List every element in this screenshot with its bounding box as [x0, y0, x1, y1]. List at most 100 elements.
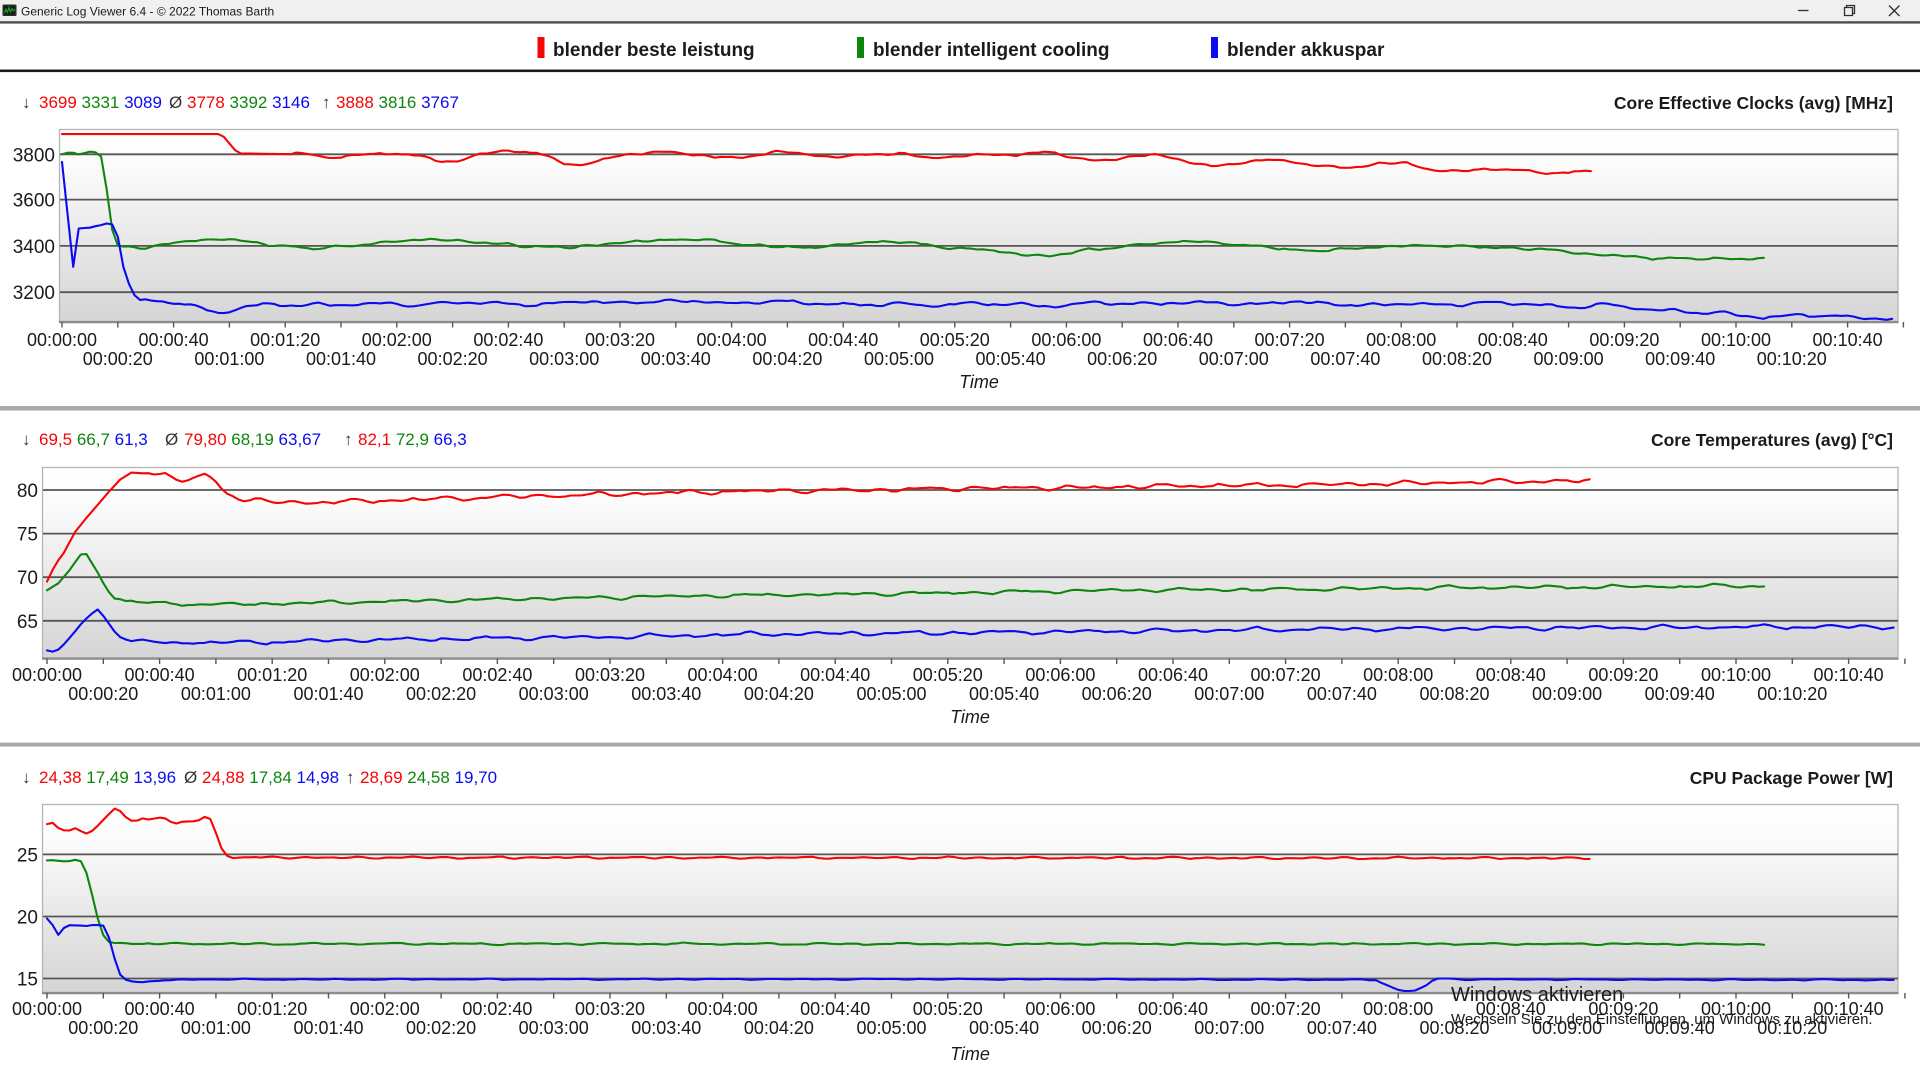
- svg-text:00:00:00: 00:00:00: [27, 330, 97, 350]
- svg-text:00:02:20: 00:02:20: [406, 1018, 476, 1038]
- svg-text:00:10:40: 00:10:40: [1814, 999, 1884, 1019]
- svg-text:00:03:20: 00:03:20: [575, 999, 645, 1019]
- svg-text:00:04:40: 00:04:40: [800, 665, 870, 685]
- svg-text:00:10:40: 00:10:40: [1814, 665, 1884, 685]
- svg-text:00:04:40: 00:04:40: [808, 330, 878, 350]
- svg-text:00:07:40: 00:07:40: [1310, 349, 1380, 369]
- svg-text:00:03:00: 00:03:00: [519, 684, 589, 704]
- svg-text:00:00:40: 00:00:40: [125, 665, 195, 685]
- svg-text:00:01:20: 00:01:20: [237, 999, 307, 1019]
- svg-text:3400: 3400: [13, 237, 55, 258]
- svg-text:00:05:00: 00:05:00: [856, 684, 926, 704]
- svg-text:00:04:00: 00:04:00: [688, 665, 758, 685]
- svg-text:00:06:00: 00:06:00: [1025, 665, 1095, 685]
- svg-text:00:03:20: 00:03:20: [585, 330, 655, 350]
- svg-text:00:08:40: 00:08:40: [1476, 999, 1546, 1019]
- svg-text:70: 70: [17, 568, 38, 589]
- svg-text:00:09:00: 00:09:00: [1534, 349, 1604, 369]
- svg-text:00:10:00: 00:10:00: [1701, 665, 1771, 685]
- svg-text:00:04:00: 00:04:00: [697, 330, 767, 350]
- svg-text:00:08:00: 00:08:00: [1366, 330, 1436, 350]
- svg-text:00:00:20: 00:00:20: [83, 349, 153, 369]
- svg-text:00:08:20: 00:08:20: [1419, 1018, 1489, 1038]
- svg-text:00:03:40: 00:03:40: [641, 349, 711, 369]
- svg-text:00:01:40: 00:01:40: [306, 349, 376, 369]
- svg-text:15: 15: [17, 970, 38, 991]
- svg-text:00:04:20: 00:04:20: [752, 349, 822, 369]
- svg-text:00:07:20: 00:07:20: [1255, 330, 1325, 350]
- svg-text:00:09:40: 00:09:40: [1645, 349, 1715, 369]
- svg-text:00:06:20: 00:06:20: [1087, 349, 1157, 369]
- svg-text:00:10:20: 00:10:20: [1757, 1018, 1827, 1038]
- svg-text:00:10:20: 00:10:20: [1757, 349, 1827, 369]
- svg-text:75: 75: [17, 525, 38, 546]
- svg-text:00:06:40: 00:06:40: [1138, 999, 1208, 1019]
- svg-text:00:03:00: 00:03:00: [529, 349, 599, 369]
- svg-text:00:07:20: 00:07:20: [1251, 999, 1321, 1019]
- svg-text:00:00:40: 00:00:40: [139, 330, 209, 350]
- svg-text:Windows aktivieren: Windows aktivieren: [1451, 984, 1623, 1006]
- svg-text:blender akkuspar: blender akkuspar: [1227, 40, 1385, 61]
- svg-text:00:05:40: 00:05:40: [976, 349, 1046, 369]
- svg-text:3200: 3200: [13, 283, 55, 304]
- svg-text:00:09:40: 00:09:40: [1645, 684, 1715, 704]
- svg-text:00:05:00: 00:05:00: [856, 1018, 926, 1038]
- svg-text:80: 80: [17, 481, 38, 502]
- svg-text:00:02:00: 00:02:00: [362, 330, 432, 350]
- svg-text:00:01:20: 00:01:20: [237, 665, 307, 685]
- svg-text:00:08:20: 00:08:20: [1419, 684, 1489, 704]
- svg-text:3600: 3600: [13, 191, 55, 212]
- svg-text:CPU Package Power [W]: CPU Package Power [W]: [1690, 768, 1893, 788]
- svg-text:00:01:00: 00:01:00: [181, 684, 251, 704]
- svg-text:00:08:00: 00:08:00: [1363, 665, 1433, 685]
- svg-text:00:06:00: 00:06:00: [1031, 330, 1101, 350]
- svg-text:00:09:00: 00:09:00: [1532, 1018, 1602, 1038]
- svg-text:00:00:00: 00:00:00: [12, 999, 82, 1019]
- svg-text:00:07:40: 00:07:40: [1307, 1018, 1377, 1038]
- svg-text:3800: 3800: [13, 145, 55, 166]
- svg-text:00:03:20: 00:03:20: [575, 665, 645, 685]
- svg-text:00:01:00: 00:01:00: [194, 349, 264, 369]
- svg-text:00:03:40: 00:03:40: [631, 1018, 701, 1038]
- svg-text:00:04:00: 00:04:00: [688, 999, 758, 1019]
- svg-text:00:05:40: 00:05:40: [969, 1018, 1039, 1038]
- svg-text:Core Effective Clocks (avg) [M: Core Effective Clocks (avg) [MHz]: [1614, 93, 1893, 113]
- svg-text:20: 20: [17, 908, 38, 929]
- svg-text:00:05:20: 00:05:20: [913, 665, 983, 685]
- svg-text:00:04:40: 00:04:40: [800, 999, 870, 1019]
- svg-text:25: 25: [17, 845, 38, 866]
- svg-text:Core Temperatures (avg) [°C]: Core Temperatures (avg) [°C]: [1651, 430, 1893, 450]
- svg-text:00:06:40: 00:06:40: [1143, 330, 1213, 350]
- svg-text:00:07:00: 00:07:00: [1194, 684, 1264, 704]
- svg-text:00:08:40: 00:08:40: [1478, 330, 1548, 350]
- svg-text:00:03:00: 00:03:00: [519, 1018, 589, 1038]
- svg-text:00:02:40: 00:02:40: [462, 999, 532, 1019]
- svg-text:Time: Time: [950, 707, 990, 727]
- svg-text:Generic Log Viewer 6.4 - © 202: Generic Log Viewer 6.4 - © 2022 Thomas B…: [21, 5, 274, 19]
- svg-text:00:08:40: 00:08:40: [1476, 665, 1546, 685]
- svg-text:00:08:20: 00:08:20: [1422, 349, 1492, 369]
- svg-text:00:02:20: 00:02:20: [418, 349, 488, 369]
- svg-text:00:02:40: 00:02:40: [473, 330, 543, 350]
- svg-text:00:01:40: 00:01:40: [293, 1018, 363, 1038]
- svg-text:00:05:40: 00:05:40: [969, 684, 1039, 704]
- svg-text:00:09:40: 00:09:40: [1645, 1018, 1715, 1038]
- svg-text:00:00:40: 00:00:40: [125, 999, 195, 1019]
- svg-text:00:02:40: 00:02:40: [462, 665, 532, 685]
- svg-text:00:07:40: 00:07:40: [1307, 684, 1377, 704]
- svg-text:00:05:20: 00:05:20: [913, 999, 983, 1019]
- svg-text:00:06:40: 00:06:40: [1138, 665, 1208, 685]
- svg-text:00:10:00: 00:10:00: [1701, 999, 1771, 1019]
- svg-text:00:05:20: 00:05:20: [920, 330, 990, 350]
- svg-text:00:00:00: 00:00:00: [12, 665, 82, 685]
- svg-text:00:04:20: 00:04:20: [744, 1018, 814, 1038]
- svg-text:00:01:00: 00:01:00: [181, 1018, 251, 1038]
- svg-text:00:09:20: 00:09:20: [1588, 999, 1658, 1019]
- svg-text:00:08:00: 00:08:00: [1363, 999, 1433, 1019]
- svg-text:00:04:20: 00:04:20: [744, 684, 814, 704]
- svg-text:00:07:00: 00:07:00: [1194, 1018, 1264, 1038]
- svg-text:Wechseln Sie zu den Einstellun: Wechseln Sie zu den Einstellungen, um Wi…: [1451, 1011, 1873, 1028]
